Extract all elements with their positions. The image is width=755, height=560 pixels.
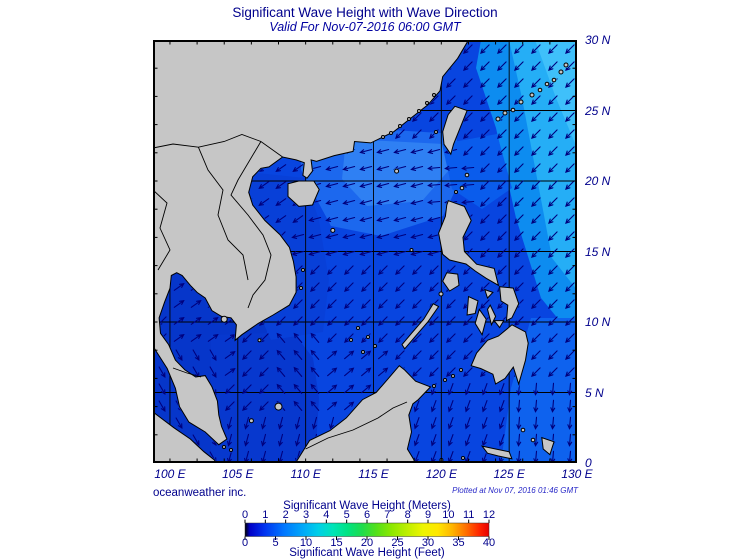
lon-label: 100 E: [154, 467, 186, 481]
wave-height-colorbar: [244, 519, 490, 540]
feet-tick-label: 35: [452, 537, 465, 549]
meters-tick-label: 5: [343, 509, 350, 521]
wave-direction-arrows: [157, 44, 575, 463]
meters-tick-label: 2: [282, 509, 289, 521]
lon-label: 110 E: [290, 467, 321, 481]
legend-title-meters: Significant Wave Height (Meters): [283, 500, 451, 512]
lon-label: 125 E: [493, 467, 525, 481]
lat-label: 15 N: [585, 244, 611, 259]
feet-tick-label: 15: [330, 537, 343, 549]
page-title: Significant Wave Height with Wave Direct…: [232, 5, 498, 20]
plotted-timestamp: Plotted at Nov 07, 2016 01:46 GMT: [452, 486, 578, 495]
feet-tick-label: 40: [482, 537, 496, 549]
meters-tick-label: 0: [241, 509, 249, 521]
meters-tick-label: 1: [262, 509, 269, 521]
meters-tick-label: 7: [384, 509, 391, 521]
lat-label: 20 N: [585, 174, 611, 188]
lon-label: 115 E: [358, 467, 389, 481]
colorbar-gradient: [244, 522, 490, 537]
wave-height-map: [153, 40, 577, 463]
lon-label: 130 E: [561, 467, 593, 481]
country-borders: [153, 134, 408, 450]
valid-time-subtitle: Valid For Nov-07-2016 06:00 GMT: [269, 20, 461, 34]
meters-tick-label: 6: [363, 509, 371, 521]
lon-label: 120 E: [425, 467, 458, 481]
feet-tick-label: 10: [299, 537, 313, 549]
lat-label: 10 N: [585, 315, 611, 329]
lat-label: 30 N: [585, 33, 611, 47]
meters-tick-label: 12: [482, 509, 496, 521]
legend-title-feet: Significant Wave Height (Feet): [289, 547, 445, 559]
meters-tick-label: 11: [462, 509, 475, 521]
lat-label: 0: [585, 456, 592, 470]
meters-tick-label: 9: [424, 509, 432, 521]
lon-label: 105 E: [222, 467, 254, 481]
meters-tick-label: 10: [442, 509, 455, 521]
feet-tick-label: 20: [360, 537, 374, 549]
oceanweather-credit: oceanweather inc.: [153, 487, 247, 499]
feet-tick-label: 0: [241, 537, 249, 549]
meters-tick-label: 8: [404, 509, 411, 521]
lat-label: 25 N: [585, 103, 611, 118]
meters-tick-label: 3: [302, 509, 310, 521]
map-frame: [153, 40, 577, 463]
ocean-patch-luzon-strait: [442, 134, 512, 209]
feet-tick-label: 30: [421, 537, 435, 549]
feet-tick-label: 5: [272, 537, 279, 549]
lat-label: 5 N: [585, 385, 604, 400]
feet-tick-label: 25: [391, 537, 404, 549]
meters-tick-label: 4: [323, 509, 330, 521]
